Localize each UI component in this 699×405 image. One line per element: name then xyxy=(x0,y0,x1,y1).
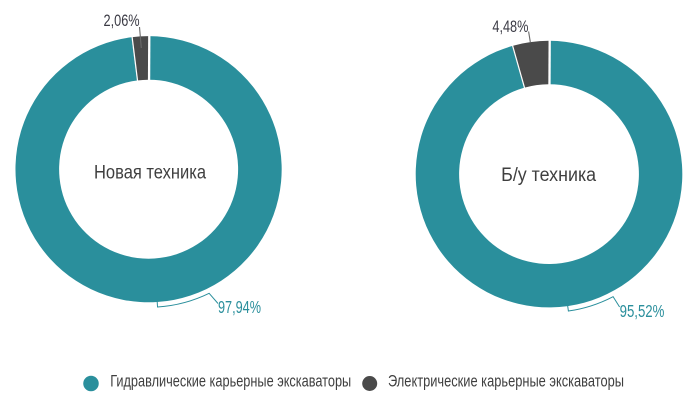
svg-text:97,94%: 97,94% xyxy=(218,297,261,317)
svg-text:Гидравлические карьерные экска: Гидравлические карьерные экскаваторы xyxy=(110,372,351,391)
svg-text:95,52%: 95,52% xyxy=(620,301,665,321)
svg-text:Б/у техника: Б/у техника xyxy=(501,165,596,186)
svg-text:Новая техника: Новая техника xyxy=(94,163,206,184)
svg-text:Электрические карьерные экскав: Электрические карьерные экскаваторы xyxy=(388,372,624,391)
svg-text:2,06%: 2,06% xyxy=(104,11,140,30)
svg-text:4,48%: 4,48% xyxy=(492,17,528,36)
